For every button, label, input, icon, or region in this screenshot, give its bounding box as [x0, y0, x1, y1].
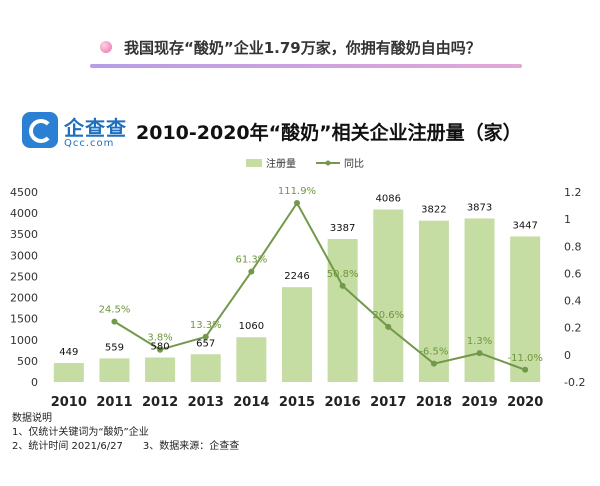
line-value-label: 20.6% — [372, 310, 404, 321]
bar-registrations — [190, 354, 221, 382]
y-left-tick-label: 3500 — [10, 228, 38, 241]
x-tick-label: 2016 — [325, 395, 361, 410]
line-value-label: 61.3% — [235, 255, 267, 266]
y-right-tick-label: 1 — [564, 213, 571, 226]
point-yoy — [248, 268, 255, 275]
line-value-label: 13.3% — [190, 320, 222, 331]
bar-value-label: 4086 — [376, 193, 401, 204]
chart-title: 2010-2020年“酸奶”相关企业注册量（家） — [136, 122, 522, 144]
y-left-tick-label: 4000 — [10, 207, 38, 220]
line-value-label: 50.8% — [327, 269, 359, 280]
y-right-tick-label: 0.4 — [564, 295, 582, 308]
line-value-label: -6.5% — [419, 347, 448, 358]
y-left-tick-label: 500 — [17, 355, 38, 368]
bullet-dot-icon — [100, 41, 112, 53]
y-right-tick-label: -0.2 — [564, 376, 585, 389]
bar-value-label: 3387 — [330, 223, 355, 234]
logo-name: 企查查 — [64, 116, 127, 140]
x-tick-label: 2010 — [51, 395, 87, 410]
bar-registrations — [327, 238, 358, 382]
point-yoy — [339, 282, 346, 289]
y-left-tick-label: 2500 — [10, 270, 38, 283]
data-notes: 数据说明 1、仅统计关键词为“酸奶”企业 2、统计时间 2021/6/27 3、数… — [12, 412, 239, 454]
point-yoy — [385, 323, 392, 330]
legend-label-yoy: 同比 — [344, 158, 364, 170]
qcc-logo: 企查查 Qcc.com — [22, 112, 126, 152]
y-right-tick-label: 0 — [564, 349, 571, 362]
point-yoy — [522, 366, 529, 373]
bar-value-label: 3873 — [467, 202, 492, 213]
bar-registrations — [510, 236, 541, 382]
y-left-tick-label: 2000 — [10, 292, 38, 305]
bar-registrations — [99, 358, 130, 382]
x-tick-label: 2018 — [416, 395, 452, 410]
bar-value-label: 2246 — [284, 271, 309, 282]
line-yoy — [113, 201, 526, 371]
point-yoy — [157, 346, 164, 353]
bar-registrations — [373, 209, 404, 382]
bar-value-label: 657 — [196, 338, 215, 349]
notes-item-2: 2、统计时间 2021/6/27 — [12, 441, 123, 452]
y-left-tick-label: 1500 — [10, 313, 38, 326]
bar-value-label: 3447 — [512, 220, 537, 231]
y-left-tick-label: 3000 — [10, 249, 38, 262]
bar-value-label: 559 — [105, 342, 124, 353]
headline-underline — [90, 64, 522, 68]
bar-value-label: 3822 — [421, 205, 446, 216]
logo-domain: Qcc.com — [64, 138, 115, 149]
y-left-tick-label: 0 — [31, 376, 38, 389]
legend-label-bars: 注册量 — [266, 157, 296, 170]
line-value-label: 111.9% — [278, 186, 316, 197]
x-tick-label: 2012 — [142, 395, 178, 410]
x-tick-label: 2019 — [461, 395, 497, 410]
y-right-tick-label: 1.2 — [564, 186, 582, 199]
bar-value-label: 580 — [151, 342, 170, 353]
bar-value-label: 1060 — [239, 321, 264, 332]
y-right-tick-label: 0.6 — [564, 267, 582, 280]
y-left-tick-label: 1000 — [10, 334, 38, 347]
x-tick-label: 2015 — [279, 395, 315, 410]
point-yoy — [476, 350, 483, 357]
notes-item-3: 3、数据来源：企查查 — [142, 441, 240, 452]
y-right-tick-label: 0.8 — [564, 240, 582, 253]
bar-value-label: 449 — [59, 347, 78, 358]
point-yoy — [430, 360, 437, 367]
point-yoy — [202, 333, 209, 340]
bar-registrations — [236, 337, 267, 382]
line-value-label: 24.5% — [99, 305, 131, 316]
line-value-label: -11.0% — [507, 353, 542, 364]
x-tick-label: 2013 — [188, 395, 224, 410]
combo-chart: 注册量 同比 0 500 1000 1500 2000 2500 3000 3500 4000 450… — [10, 157, 585, 410]
headline-banner: 我国现存“酸奶”企业1.79万家，你拥有酸奶自由吗？ — [90, 28, 520, 66]
headline-text: 我国现存“酸奶”企业1.79万家，你拥有酸奶自由吗？ — [124, 39, 481, 57]
point-yoy — [111, 318, 118, 325]
x-tick-label: 2011 — [96, 395, 132, 410]
y-left-tick-label: 4500 — [10, 186, 38, 199]
line-value-label: 1.3% — [467, 336, 492, 347]
point-yoy — [294, 199, 300, 206]
notes-item-1: 1、仅统计关键词为“酸奶”企业 — [12, 427, 149, 438]
bar-registrations — [53, 363, 84, 382]
legend-swatch-bars — [246, 159, 262, 167]
legend-marker-yoy — [325, 160, 331, 166]
qcc-logo-icon — [22, 112, 58, 148]
x-tick-label: 2020 — [507, 395, 543, 410]
notes-heading: 数据说明 — [12, 413, 52, 424]
y-right-tick-label: 0.2 — [564, 322, 582, 335]
bar-registrations — [282, 287, 312, 382]
bar-registrations — [418, 220, 449, 382]
bar-registrations — [145, 357, 176, 382]
x-tick-label: 2014 — [233, 395, 269, 410]
line-value-label: 3.8% — [147, 333, 172, 344]
x-tick-label: 2017 — [370, 395, 406, 410]
